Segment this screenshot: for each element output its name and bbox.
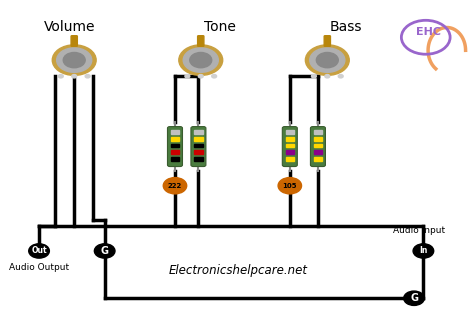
Circle shape — [163, 178, 187, 194]
Bar — [286, 144, 294, 147]
Text: Audio Output: Audio Output — [9, 263, 69, 272]
Text: Volume: Volume — [44, 20, 95, 34]
Bar — [194, 150, 202, 154]
Text: Audio Input: Audio Input — [392, 226, 445, 235]
Bar — [286, 137, 294, 141]
Circle shape — [212, 75, 217, 78]
Bar — [314, 130, 322, 134]
Text: G: G — [100, 246, 109, 256]
Circle shape — [72, 75, 77, 78]
Bar — [314, 150, 322, 154]
Bar — [171, 150, 179, 154]
Circle shape — [198, 75, 203, 78]
Circle shape — [29, 244, 49, 258]
Circle shape — [278, 178, 301, 194]
FancyBboxPatch shape — [167, 127, 182, 166]
Circle shape — [325, 75, 330, 78]
Circle shape — [57, 48, 92, 72]
Bar — [314, 157, 322, 161]
Bar — [171, 130, 179, 134]
Circle shape — [190, 52, 212, 68]
Circle shape — [338, 75, 343, 78]
Text: Out: Out — [31, 246, 47, 255]
Circle shape — [404, 291, 424, 305]
Circle shape — [311, 75, 316, 78]
Circle shape — [179, 45, 223, 75]
Circle shape — [413, 244, 434, 258]
Circle shape — [85, 75, 90, 78]
FancyBboxPatch shape — [191, 127, 206, 166]
Text: 222: 222 — [168, 183, 182, 189]
Bar — [194, 157, 202, 161]
Circle shape — [183, 48, 219, 72]
Bar — [194, 130, 202, 134]
Bar — [194, 137, 202, 141]
FancyBboxPatch shape — [283, 127, 297, 166]
Circle shape — [52, 45, 96, 75]
Bar — [171, 144, 179, 147]
FancyBboxPatch shape — [310, 127, 326, 166]
Bar — [314, 144, 322, 147]
Circle shape — [58, 75, 63, 78]
Circle shape — [316, 52, 338, 68]
Text: Tone: Tone — [203, 20, 236, 34]
Circle shape — [63, 52, 85, 68]
Bar — [171, 137, 179, 141]
Text: Bass: Bass — [330, 20, 362, 34]
Circle shape — [94, 244, 115, 258]
Circle shape — [310, 48, 345, 72]
Text: Electronicshelpcare.net: Electronicshelpcare.net — [169, 264, 308, 277]
Bar — [314, 137, 322, 141]
Bar — [171, 157, 179, 161]
Bar — [286, 130, 294, 134]
Text: 105: 105 — [283, 183, 297, 189]
Bar — [286, 157, 294, 161]
Text: G: G — [410, 293, 418, 303]
Text: EHC: EHC — [416, 27, 441, 38]
Circle shape — [305, 45, 349, 75]
FancyBboxPatch shape — [71, 36, 77, 46]
FancyBboxPatch shape — [198, 36, 204, 46]
Circle shape — [185, 75, 190, 78]
FancyBboxPatch shape — [324, 36, 330, 46]
Bar — [194, 144, 202, 147]
Bar — [286, 150, 294, 154]
Text: In: In — [419, 246, 428, 255]
